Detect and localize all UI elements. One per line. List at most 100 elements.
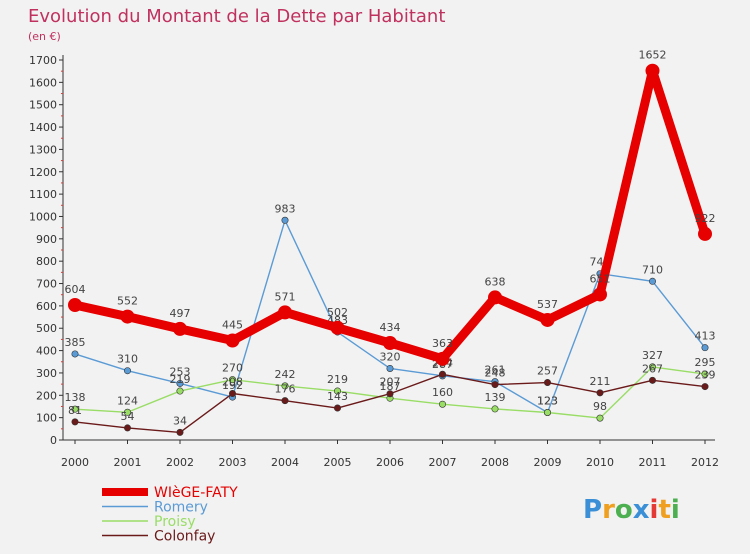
data-label: 219 — [327, 373, 348, 386]
data-label: 138 — [65, 391, 86, 404]
data-label: 176 — [275, 383, 296, 396]
logo-letter: r — [602, 495, 615, 525]
data-point — [488, 290, 502, 305]
data-point — [648, 363, 656, 371]
data-label: 552 — [117, 295, 138, 308]
data-label: 983 — [275, 202, 296, 215]
data-label: 310 — [117, 353, 138, 366]
y-tick-label: 1500 — [29, 99, 57, 112]
data-label: 710 — [642, 263, 663, 276]
chart-axes: 0 100 200 300 400 500 600 700 800 900 1000 1100 1200… — [29, 54, 719, 469]
logo-text: Proxiti — [583, 495, 680, 525]
data-label: 124 — [117, 394, 138, 407]
data-point — [645, 63, 660, 78]
legend-label: Colonfay — [154, 529, 215, 545]
data-label: 219 — [170, 373, 191, 386]
y-tick-label: 600 — [36, 300, 57, 313]
data-label: 363 — [432, 337, 453, 350]
y-tick-label: 1200 — [29, 166, 57, 179]
y-tick-label: 900 — [36, 233, 57, 246]
x-tick-label: 2005 — [324, 456, 352, 469]
chart-title: Evolution du Montant de la Dette par Hab… — [28, 6, 445, 27]
data-label: 537 — [537, 298, 558, 311]
chart-subtitle: (en €) — [28, 30, 61, 43]
data-label: 497 — [170, 307, 191, 320]
x-tick-label: 2007 — [429, 456, 457, 469]
data-label: 239 — [695, 369, 716, 382]
data-point — [491, 405, 499, 413]
series-proisy: 138 124 219 270 242 219 187 160 139 123 98 327 295 — [65, 349, 716, 422]
data-label: 270 — [222, 362, 243, 375]
data-label: 1652 — [639, 49, 667, 62]
data-label: 320 — [380, 350, 401, 363]
data-label: 54 — [121, 410, 135, 423]
data-point — [438, 400, 446, 408]
data-point — [124, 424, 132, 432]
data-point — [543, 379, 551, 387]
data-label: 207 — [380, 376, 401, 389]
x-tick-label: 2011 — [639, 456, 667, 469]
legend-item: Romery — [102, 500, 208, 516]
logo-letter: o — [615, 495, 633, 525]
data-point — [173, 321, 187, 336]
data-label: 257 — [537, 365, 558, 378]
data-label: 139 — [485, 391, 506, 404]
y-tick-label: 0 — [50, 434, 57, 447]
data-label: 638 — [485, 275, 506, 288]
data-point — [596, 389, 604, 397]
legend-label: Proisy — [154, 514, 196, 530]
x-tick-label: 2002 — [166, 456, 194, 469]
data-point — [281, 397, 289, 405]
data-label: 143 — [327, 390, 348, 403]
data-label: 445 — [222, 319, 243, 332]
legend-label: WIèGE-FATY — [154, 485, 238, 501]
data-label: 434 — [380, 321, 401, 334]
logo-letter: i — [671, 495, 680, 525]
data-point — [68, 297, 82, 312]
data-point — [333, 387, 341, 395]
data-label: 98 — [593, 400, 607, 413]
data-label: 261 — [485, 364, 506, 377]
x-tick-label: 2008 — [481, 456, 509, 469]
y-tick-label: 1700 — [29, 54, 57, 67]
data-point — [176, 387, 184, 395]
data-point — [225, 333, 240, 348]
data-label: 81 — [68, 404, 82, 417]
data-point — [543, 409, 551, 417]
y-tick-label: 700 — [36, 278, 57, 291]
data-point — [229, 390, 237, 398]
data-point — [701, 344, 709, 352]
data-point — [491, 381, 499, 389]
y-tick-label: 100 — [36, 412, 57, 425]
data-label: 253 — [170, 365, 191, 378]
y-tick-label: 300 — [36, 367, 57, 380]
data-label: 922 — [695, 212, 716, 225]
x-tick-label: 2010 — [586, 456, 614, 469]
data-point — [71, 350, 79, 358]
data-point — [281, 216, 289, 224]
x-tick-label: 2006 — [376, 456, 404, 469]
data-point — [593, 287, 607, 302]
y-tick-label: 1100 — [29, 188, 57, 201]
legend-item: WIèGE-FATY — [102, 485, 238, 501]
data-point — [596, 414, 604, 422]
data-label: 267 — [642, 362, 663, 375]
y-tick-label: 1300 — [29, 143, 57, 156]
proxiti-logo: Proxiti — [583, 495, 680, 525]
y-tick-label: 1600 — [29, 76, 57, 89]
data-point — [124, 408, 132, 416]
data-point — [648, 376, 656, 384]
data-point — [648, 277, 656, 285]
legend-item: Colonfay — [102, 529, 215, 545]
series-colonfay: 815434208176143207294248257211267239 — [68, 356, 716, 436]
legend-item: Proisy — [102, 514, 196, 530]
data-point — [330, 320, 345, 335]
x-tick-label: 2001 — [114, 456, 142, 469]
x-tick-label: 2009 — [534, 456, 562, 469]
data-point — [71, 405, 79, 413]
y-tick-label: 400 — [36, 345, 57, 358]
data-point — [281, 382, 289, 390]
